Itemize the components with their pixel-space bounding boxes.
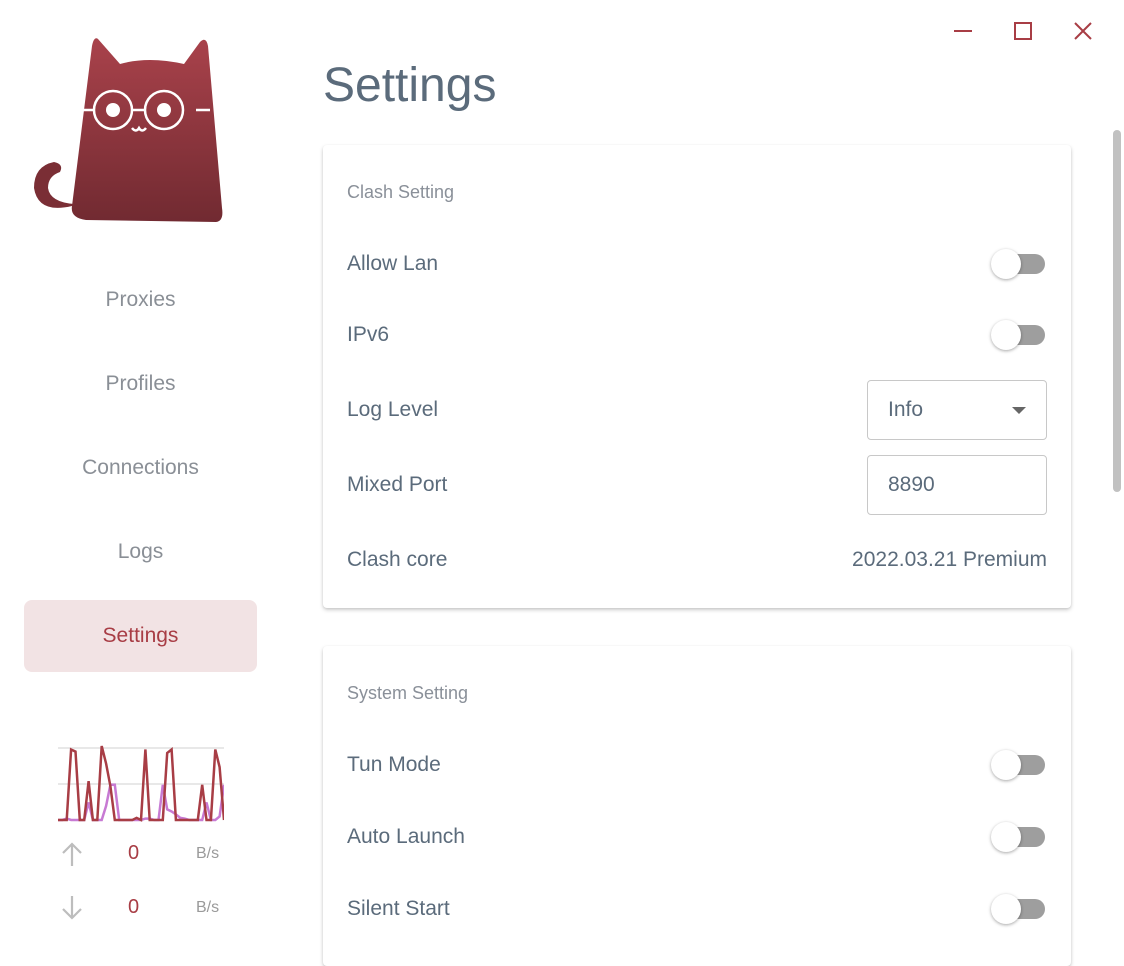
sidebar-item-label: Proxies <box>105 288 176 311</box>
system-setting-card: System Setting Tun Mode Auto Launch Sile… <box>323 646 1071 966</box>
allow-lan-toggle[interactable] <box>991 248 1047 280</box>
log-level-label: Log Level <box>347 398 439 421</box>
page-title: Settings <box>323 59 497 112</box>
scrollbar[interactable] <box>1113 130 1121 492</box>
sidebar-item-logs[interactable]: Logs <box>24 516 257 588</box>
ipv6-row: IPv6 <box>347 315 1047 355</box>
sidebar-item-connections[interactable]: Connections <box>24 432 257 504</box>
download-unit: B/s <box>196 899 220 916</box>
tun-mode-label: Tun Mode <box>347 753 441 776</box>
allow-lan-label: Allow Lan <box>347 252 439 275</box>
ipv6-label: IPv6 <box>347 323 390 346</box>
silent-start-toggle[interactable] <box>991 893 1047 925</box>
sidebar-item-label: Settings <box>102 624 179 647</box>
auto-launch-toggle[interactable] <box>991 821 1047 853</box>
tun-mode-row: Tun Mode <box>347 745 1047 785</box>
clash-setting-card: Clash Setting Allow Lan IPv6 Log Level I… <box>323 145 1071 608</box>
silent-start-label: Silent Start <box>347 897 450 920</box>
sidebar-item-proxies[interactable]: Proxies <box>24 264 257 336</box>
traffic-graph <box>58 745 224 822</box>
mixed-port-row: Mixed Port 8890 <box>347 455 1047 515</box>
sidebar-item-label: Logs <box>117 540 164 563</box>
mixed-port-value: 8890 <box>888 473 935 496</box>
card-title: Clash Setting <box>347 182 455 202</box>
log-level-row: Log Level Info <box>347 380 1047 440</box>
arrow-down-icon <box>62 896 82 920</box>
upload-value: 0 <box>128 842 140 864</box>
sidebar-item-label: Connections <box>82 456 199 479</box>
mixed-port-input[interactable]: 8890 <box>867 455 1047 515</box>
cat-logo <box>34 38 223 222</box>
auto-launch-row: Auto Launch <box>347 817 1047 857</box>
clash-core-row: Clash core 2022.03.21 Premium <box>347 540 1047 580</box>
download-speed: 0 B/s <box>58 894 228 924</box>
card-title: System Setting <box>347 683 469 703</box>
download-value: 0 <box>128 896 140 918</box>
clash-core-value: 2022.03.21 Premium <box>852 548 1047 571</box>
maximize-icon[interactable] <box>1008 16 1038 46</box>
upload-unit: B/s <box>196 845 220 862</box>
mixed-port-label: Mixed Port <box>347 473 448 496</box>
sidebar-item-profiles[interactable]: Profiles <box>24 348 257 420</box>
allow-lan-row: Allow Lan <box>347 244 1047 284</box>
auto-launch-label: Auto Launch <box>347 825 465 848</box>
ipv6-toggle[interactable] <box>991 319 1047 351</box>
sidebar-item-settings[interactable]: Settings <box>24 600 257 672</box>
minimize-icon[interactable] <box>948 16 978 46</box>
clash-core-label: Clash core <box>347 548 448 571</box>
caret-down-icon <box>1012 406 1026 414</box>
silent-start-row: Silent Start <box>347 889 1047 929</box>
log-level-select[interactable]: Info <box>867 380 1047 440</box>
close-icon[interactable] <box>1068 16 1098 46</box>
arrow-up-icon <box>62 842 82 866</box>
traffic-primary-line <box>58 745 224 822</box>
tun-mode-toggle[interactable] <box>991 749 1047 781</box>
sidebar-item-label: Profiles <box>105 372 176 395</box>
sidebar: Proxies Profiles Connections Logs Settin… <box>0 0 282 937</box>
log-level-value: Info <box>888 398 924 421</box>
upload-speed: 0 B/s <box>58 840 228 870</box>
